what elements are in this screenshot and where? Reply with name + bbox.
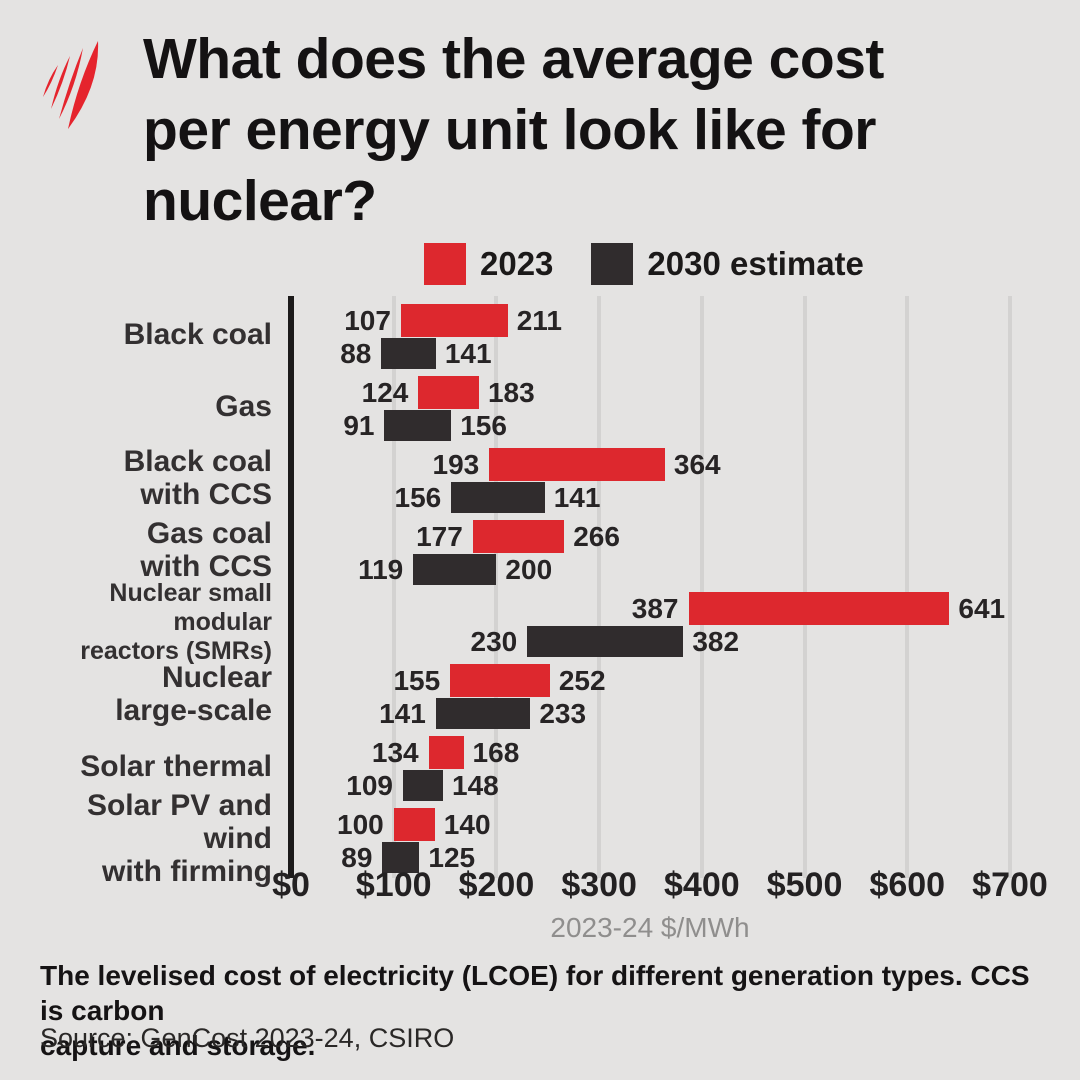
- gridline-200: [494, 296, 499, 878]
- bar-max-label: 168: [472, 736, 520, 768]
- gridline-700: [1008, 296, 1012, 878]
- category-label-1: Black coal: [123, 317, 272, 351]
- gridline-600: [905, 296, 910, 878]
- range-bar-2030: [527, 626, 684, 657]
- chart-row-6: 155 252 141 233: [291, 658, 1010, 730]
- gridline-400: [699, 296, 704, 878]
- bar-min-label: 88: [340, 337, 372, 369]
- gridline-100: [391, 296, 396, 878]
- x-tick-200: $200: [458, 866, 535, 904]
- category-label-2: Gas: [215, 389, 272, 423]
- x-tick-500: $500: [766, 866, 843, 904]
- chart-row-5: 387 641 230 382: [291, 586, 1010, 658]
- logo-blade-icon: [43, 65, 58, 97]
- bar-min-label: 107: [344, 304, 391, 336]
- range-bar-2030: [382, 842, 420, 873]
- bar-max-label: 140: [443, 808, 491, 840]
- bar-min-label: 387: [631, 592, 679, 624]
- bar-max-label: 200: [505, 553, 553, 585]
- bar-min-label: 91: [343, 409, 375, 441]
- chart-legend: 2023 2030 estimate: [424, 243, 864, 285]
- category-label-5: Nuclear small modular reactors (SMRs): [80, 578, 272, 665]
- chart-row-7: 134 168 109 148: [291, 730, 1010, 802]
- gridline-500: [802, 296, 807, 878]
- category-label-8: Solar PV and wind with firming: [86, 788, 272, 888]
- bar-min-label: 156: [394, 481, 442, 513]
- legend-label-2023: 2023: [480, 245, 554, 282]
- category-label-3: Black coal with CCS: [123, 445, 272, 511]
- x-tick-600: $600: [869, 866, 946, 904]
- bar-min-label: 177: [416, 520, 463, 552]
- range-bar-2023: [418, 376, 479, 409]
- legend-label-2030: 2030 estimate: [647, 245, 864, 282]
- bar-max-label: 641: [958, 592, 1006, 624]
- chart-plot-area: 107 211 88 141 124 183 91 156 193 364 156 141 177 266…: [291, 296, 1012, 878]
- range-bar-2023: [393, 808, 435, 841]
- chart-row-8: 100 140 89 125: [291, 802, 1010, 874]
- chart-row-2: 124 183 91 156: [291, 370, 1010, 442]
- range-bar-2023: [688, 592, 950, 625]
- x-tick-100: $100: [355, 866, 432, 904]
- legend-item-2030: 2030 estimate: [591, 243, 864, 285]
- bar-max-label: 125: [428, 841, 476, 873]
- logo-blade-icon: [68, 41, 99, 129]
- bar-max-label: 183: [487, 376, 535, 408]
- bar-max-label: 211: [516, 304, 562, 336]
- bar-min-label: 109: [346, 769, 393, 801]
- bar-min-label: 230: [470, 625, 518, 657]
- x-tick-0: $0: [272, 866, 310, 904]
- sbs-logo: [43, 41, 99, 129]
- source-attribution: Source: GenCost 2023-24, CSIRO: [40, 1023, 455, 1053]
- bar-max-label: 233: [539, 697, 587, 729]
- range-bar-2030: [435, 698, 531, 729]
- bar-max-label: 266: [573, 520, 620, 552]
- range-bar-2030: [413, 554, 497, 585]
- legend-item-2023: 2023: [424, 243, 553, 285]
- bar-max-label: 156: [460, 409, 507, 441]
- range-bar-2023: [400, 304, 508, 337]
- x-axis-unit-label: 2023-24 $/MWh: [550, 912, 750, 943]
- bar-min-label: 89: [341, 841, 373, 873]
- range-bar-2030: [402, 770, 443, 801]
- x-tick-400: $400: [664, 866, 740, 904]
- page-title: What does the average cost per energy un…: [143, 27, 884, 233]
- range-bar-2023: [428, 736, 464, 769]
- bar-min-label: 141: [379, 697, 426, 729]
- bar-max-label: 364: [673, 448, 721, 480]
- y-axis-line: [288, 296, 294, 878]
- category-label-4: Gas coal with CCS: [140, 517, 272, 583]
- range-bar-2030: [384, 410, 452, 441]
- range-bar-2023: [489, 448, 665, 481]
- bar-max-label: 141: [444, 337, 492, 369]
- range-bar-2023: [450, 664, 550, 697]
- range-bar-2030: [451, 482, 545, 513]
- bar-min-label: 124: [361, 376, 409, 408]
- bar-max-label: 252: [558, 664, 606, 696]
- chart-row-4: 177 266 119 200: [291, 514, 1010, 586]
- bar-max-label: 382: [692, 625, 740, 657]
- category-label-7: Solar thermal: [80, 749, 272, 783]
- chart-row-1: 107 211 88 141: [291, 298, 1010, 370]
- bar-min-label: 100: [337, 808, 384, 840]
- bar-min-label: 155: [393, 664, 441, 696]
- range-bar-2030: [381, 338, 436, 369]
- chart-row-3: 193 364 156 141: [291, 442, 1010, 514]
- bar-max-label: 148: [452, 769, 499, 801]
- range-bar-2023: [472, 520, 565, 553]
- bar-min-label: 119: [358, 553, 404, 585]
- logo-blade-icon: [59, 48, 83, 119]
- legend-swatch-2030: [591, 243, 634, 285]
- bar-min-label: 134: [371, 736, 419, 768]
- chart-caption: The levelised cost of electricity (LCOE)…: [40, 960, 1030, 1061]
- bar-max-label: 141: [553, 481, 601, 513]
- logo-blade-icon: [51, 56, 70, 109]
- bar-min-label: 193: [432, 448, 480, 480]
- x-tick-300: $300: [561, 866, 637, 904]
- gridline-300: [597, 296, 602, 878]
- x-tick-700: $700: [972, 866, 1048, 904]
- legend-swatch-2023: [424, 243, 466, 285]
- category-label-6: Nuclear large-scale: [115, 661, 272, 727]
